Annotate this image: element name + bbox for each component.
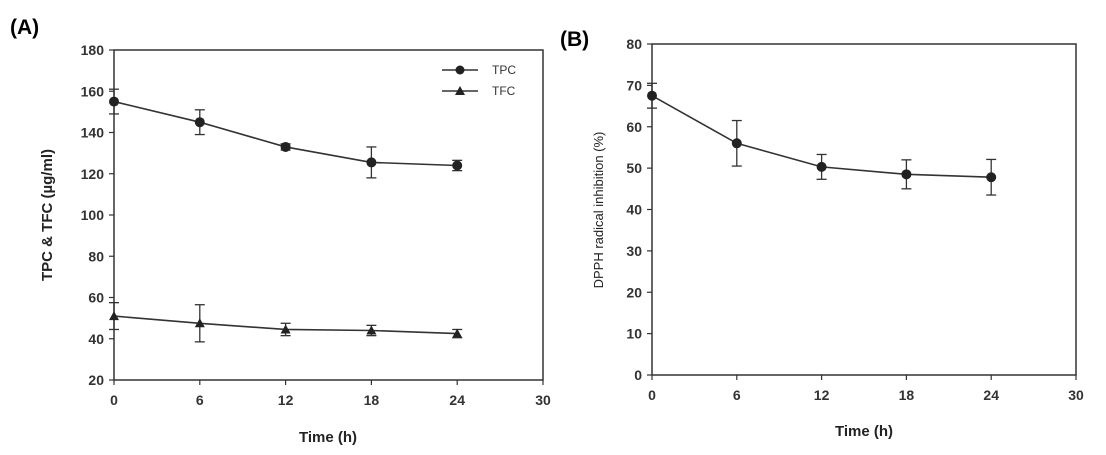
panel-b-x-tick-label: 30 xyxy=(1068,387,1084,403)
panel-b-point xyxy=(901,169,912,180)
panel-a-x-tick-label: 12 xyxy=(278,392,294,408)
panel-a-point xyxy=(194,117,205,128)
panel-a-x-tick-label: 0 xyxy=(110,392,118,408)
panel-a-y-tick-label: 40 xyxy=(88,331,104,347)
panel-a: (A) 20 40 60 80 100 120 140 160 180 0 6 12 18 24 30 T… xyxy=(10,16,551,446)
panel-b-y-tick-label: 30 xyxy=(626,243,642,259)
panel-b-y-tick-label: 10 xyxy=(626,326,642,342)
panel-a-y-tick-label: 120 xyxy=(81,166,105,182)
panel-b-y-tick-label: 80 xyxy=(626,36,642,52)
panel-a-y-tick-label: 80 xyxy=(88,248,104,264)
panel-b-plot-frame xyxy=(651,43,1077,376)
panel-b: (B) 0 10 20 30 40 50 60 70 80 0 6 12 18 24 30 Time (h… xyxy=(560,28,1084,440)
panel-a-series xyxy=(109,88,463,343)
panel-a-point xyxy=(452,160,463,171)
panel-b-y-tick-label: 0 xyxy=(634,367,642,383)
panel-a-y-ticks: 20 40 60 80 100 120 140 160 180 xyxy=(81,42,114,388)
panel-a-x-ticks: 0 6 12 18 24 30 xyxy=(110,380,551,408)
panel-a-x-tick-label: 24 xyxy=(449,392,465,408)
panel-b-y-tick-label: 60 xyxy=(626,119,642,135)
panel-b-x-tick-label: 18 xyxy=(899,387,915,403)
panel-b-point xyxy=(816,161,827,172)
panel-b-x-tick-label: 6 xyxy=(733,387,741,403)
panel-a-point xyxy=(280,324,291,334)
panel-b-x-axis-title: Time (h) xyxy=(835,423,893,440)
panel-a-legend: TPC TFC xyxy=(442,63,516,98)
panel-b-x-tick-label: 12 xyxy=(814,387,830,403)
panel-b-x-ticks: 0 6 12 18 24 30 xyxy=(648,375,1084,403)
panel-a-y-tick-label: 100 xyxy=(81,207,105,223)
panel-b-y-tick-label: 20 xyxy=(626,284,642,300)
panel-b-y-tick-label: 70 xyxy=(626,77,642,93)
legend-tpc-label: TPC xyxy=(492,63,516,77)
legend-tpc-marker xyxy=(455,65,465,75)
panel-a-y-tick-label: 140 xyxy=(81,125,105,141)
panel-a-point xyxy=(280,141,291,152)
panel-b-x-tick-label: 0 xyxy=(648,387,656,403)
panel-a-point xyxy=(366,157,377,168)
panel-b-point xyxy=(731,138,742,149)
panel-a-y-tick-label: 160 xyxy=(81,83,105,99)
panel-b-y-axis-title: DPPH radical inhibition (%) xyxy=(591,132,606,289)
panel-a-point xyxy=(366,325,377,335)
panel-a-x-axis-title: Time (h) xyxy=(299,429,357,446)
panel-b-y-ticks: 0 10 20 30 40 50 60 70 80 xyxy=(626,36,652,383)
panel-a-y-tick-label: 180 xyxy=(81,42,105,58)
panel-b-point xyxy=(986,172,997,183)
panel-a-series-0-line xyxy=(113,100,458,167)
panel-a-point xyxy=(194,318,205,328)
panel-a-y-tick-label: 20 xyxy=(88,372,104,388)
panel-b-x-tick-label: 24 xyxy=(983,387,999,403)
panel-b-y-tick-label: 50 xyxy=(626,160,642,176)
legend-tfc-label: TFC xyxy=(492,84,516,98)
panel-a-x-tick-label: 30 xyxy=(535,392,551,408)
panel-a-x-tick-label: 18 xyxy=(364,392,380,408)
panel-a-x-tick-label: 6 xyxy=(196,392,204,408)
panel-a-point xyxy=(109,311,119,321)
panel-a-y-tick-label: 60 xyxy=(88,290,104,306)
panel-a-label: (A) xyxy=(10,16,39,39)
panel-b-label: (B) xyxy=(560,28,589,51)
panel-b-y-tick-label: 40 xyxy=(626,202,642,218)
panel-b-point xyxy=(647,90,657,101)
panel-a-point xyxy=(109,96,119,107)
panel-a-y-axis-title: TPC & TFC (µg/ml) xyxy=(39,149,56,281)
panel-a-point xyxy=(452,328,463,338)
panel-b-series xyxy=(647,82,997,196)
legend-tfc-marker xyxy=(455,86,465,95)
